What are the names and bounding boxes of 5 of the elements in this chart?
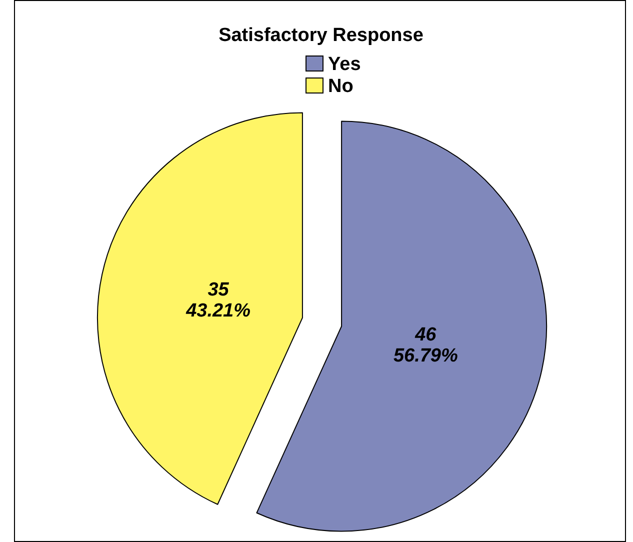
data-label: 46 56.79% [393,324,458,366]
data-label: 35 43.21% [185,280,251,322]
chart-title: Satisfactory Response [218,25,424,46]
legend-label: No [328,76,354,97]
legend-label: Yes [328,54,361,75]
